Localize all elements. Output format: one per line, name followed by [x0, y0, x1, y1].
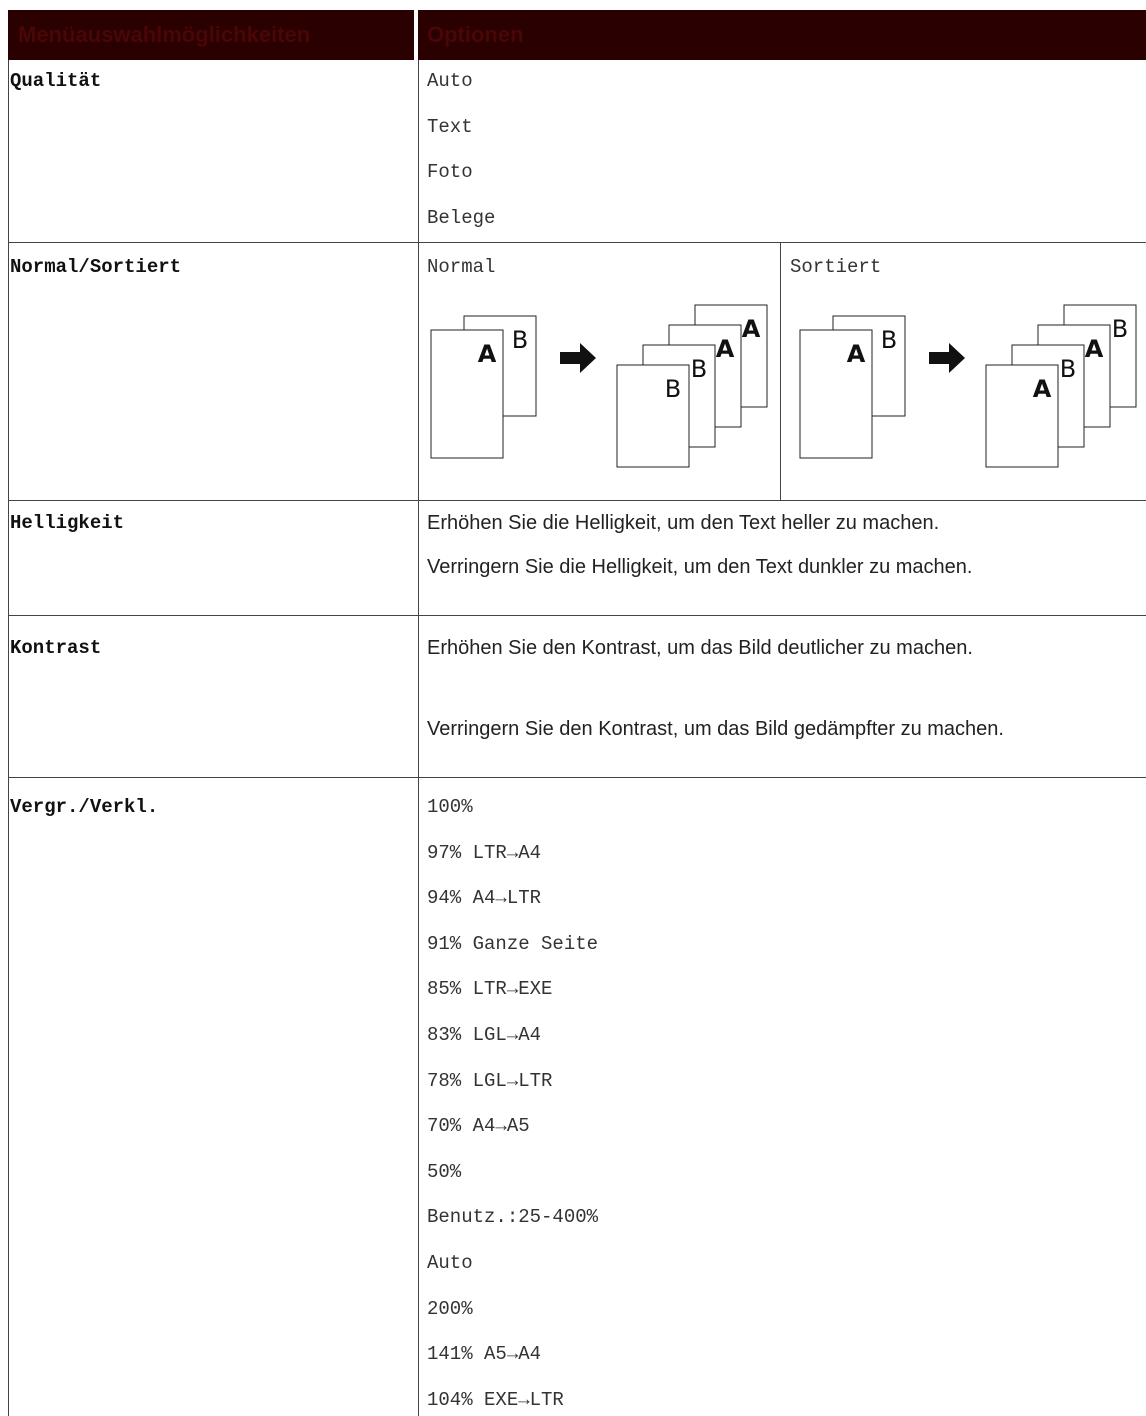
row-label: Kontrast: [10, 637, 102, 659]
row-label: Normal/Sortiert: [10, 256, 182, 278]
border: [8, 615, 1146, 616]
border: [8, 60, 9, 1416]
arrow: [560, 343, 596, 373]
option: 91% Ganze Seite: [427, 932, 599, 955]
description: Erhöhen Sie die Helligkeit, um den Text …: [427, 512, 940, 534]
option: 85% LTR→EXE: [427, 978, 553, 1001]
header-cell: Menüauswahlmöglichkeiten: [8, 10, 414, 60]
paper: [430, 329, 504, 459]
description: Verringern Sie den Kontrast, um das Bild…: [427, 718, 1004, 740]
page-letter: B: [665, 375, 681, 403]
option: Foto: [427, 161, 473, 184]
page-letter: A: [742, 315, 761, 343]
page-letter: A: [478, 340, 497, 368]
paper: [616, 364, 690, 468]
option: Normal: [427, 256, 496, 278]
row-label: Qualität: [10, 70, 102, 92]
page-letter: B: [881, 326, 897, 354]
option: 94% A4→LTR: [427, 887, 542, 910]
description: Erhöhen Sie den Kontrast, um das Bild de…: [427, 637, 973, 659]
page-letter: A: [1085, 335, 1104, 363]
option: 83% LGL→A4: [427, 1024, 542, 1046]
header-cell: Optionen: [418, 10, 1146, 60]
option: 100%: [427, 796, 473, 818]
border: [8, 242, 1146, 243]
option: Text: [427, 115, 473, 138]
description: Verringern Sie die Helligkeit, um den Te…: [427, 556, 973, 578]
page-letter: B: [512, 326, 528, 354]
option: 104% EXE→LTR: [427, 1388, 564, 1411]
page-letter: B: [1112, 315, 1128, 343]
border: [8, 777, 1146, 778]
border: [780, 242, 781, 500]
paper: [799, 329, 873, 459]
option: Auto: [427, 1252, 473, 1274]
option: Benutz.:25-400%: [427, 1206, 599, 1229]
header-text: Menüauswahlmöglichkeiten: [18, 22, 311, 47]
page-letter: A: [847, 340, 866, 368]
page-letter: A: [1033, 375, 1052, 403]
border: [418, 60, 419, 1416]
option: 141% A5→A4: [427, 1343, 542, 1366]
row-label: Vergr./Verkl.: [10, 796, 159, 818]
arrow: [929, 343, 965, 373]
option: Belege: [427, 206, 496, 229]
paper: [985, 364, 1059, 468]
option: Auto: [427, 70, 473, 92]
page-letter: B: [691, 355, 707, 383]
option: 97% LTR→A4: [427, 841, 542, 864]
header-text: Optionen: [427, 22, 524, 47]
page-letter: A: [716, 335, 735, 363]
option: 50%: [427, 1160, 462, 1183]
row-label: Helligkeit: [10, 512, 125, 534]
border: [8, 500, 1146, 501]
option: 70% A4→A5: [427, 1115, 530, 1138]
option: 78% LGL→LTR: [427, 1069, 553, 1092]
page-letter: B: [1060, 355, 1076, 383]
option: 200%: [427, 1297, 473, 1320]
option: Sortiert: [790, 256, 882, 278]
